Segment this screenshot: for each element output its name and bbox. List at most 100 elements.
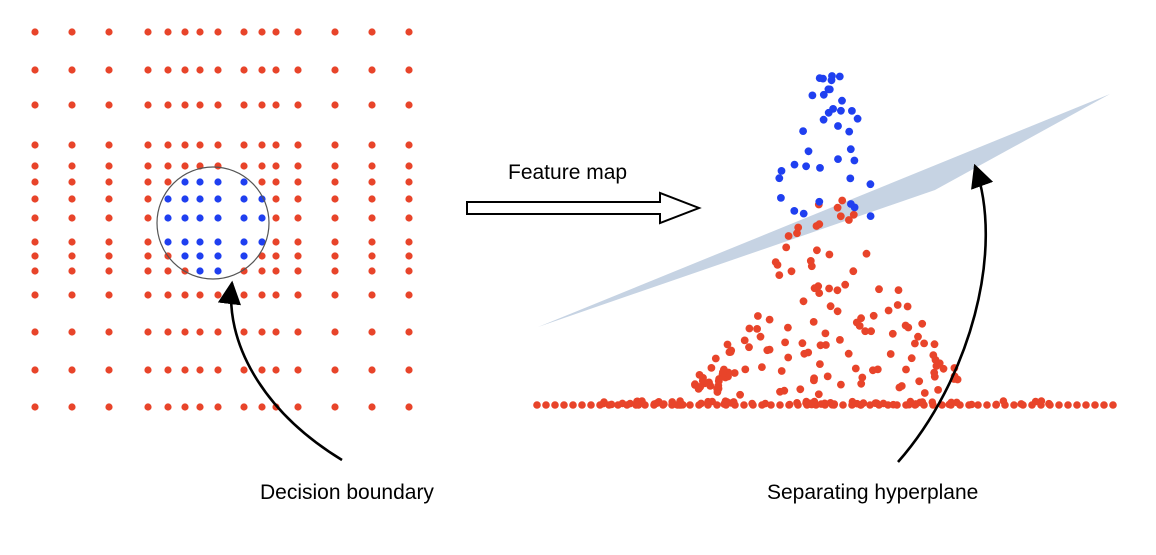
inner-class-point [258,238,266,246]
outer-class-point [741,365,750,374]
outer-class-point [105,267,113,275]
outer-class-point [828,401,836,409]
outer-class-point [992,400,1001,409]
inner-class-point [775,174,784,183]
outer-class-point [999,397,1008,405]
outer-class-point [331,101,339,109]
outer-class-point [939,364,948,373]
outer-class-point [368,178,376,186]
outer-class-point [405,178,413,186]
outer-class-point [68,267,76,275]
outer-class-point [331,291,339,299]
outer-class-point [68,366,76,374]
outer-class-point [196,403,204,411]
outer-class-point [368,328,376,336]
outer-class-point [1010,401,1018,409]
inner-class-point [214,252,222,260]
outer-class-point [893,301,902,309]
outer-class-point [1091,401,1099,409]
outer-class-point [68,214,76,222]
outer-class-point [814,390,823,399]
outer-class-point [331,366,339,374]
outer-class-point [833,203,842,212]
outer-class-point [821,329,830,338]
outer-class-point [68,195,76,203]
outer-class-point [272,28,280,36]
outer-class-point [673,401,682,409]
outer-class-point [240,28,248,36]
outer-class-point [105,238,113,246]
inner-class-point [240,252,248,260]
outer-class-point [1031,397,1040,406]
outer-class-point [68,252,76,260]
outer-class-point [815,289,824,297]
feature-space-panel [533,72,1117,409]
outer-class-point [1037,397,1046,405]
inner-class-point [181,178,189,186]
outer-class-point [368,291,376,299]
outer-class-point [560,401,568,409]
outer-class-point [861,327,870,336]
outer-class-point [331,214,339,222]
inner-class-point [846,174,855,183]
outer-class-point [258,178,266,186]
outer-class-point [105,162,113,170]
inner-class-point [181,195,189,203]
inner-class-point [799,127,807,135]
outer-class-point [294,178,302,186]
outer-class-point [368,141,376,149]
outer-class-point [331,195,339,203]
inner-class-point [164,214,172,222]
outer-class-point [820,399,829,408]
outer-class-point [294,328,302,336]
outer-class-point [837,380,845,389]
inner-class-point [196,252,204,260]
outer-class-point [144,28,152,36]
outer-class-point [533,401,541,409]
outer-class-point [784,323,792,332]
outer-class-point [272,178,280,186]
outer-class-point [181,366,189,374]
outer-class-point [31,162,39,170]
outer-class-point [240,366,248,374]
outer-class-point [31,267,39,275]
outer-class-point [368,162,376,170]
outer-class-point [825,284,833,293]
outer-class-point [294,214,302,222]
outer-class-point [697,399,705,408]
outer-class-point [368,267,376,275]
hyperplane-pointer-arrow-icon [897,163,994,463]
inner-class-point [240,238,248,246]
outer-class-point [196,28,204,36]
outer-class-point [405,195,413,203]
inner-class-point [777,167,786,175]
inner-class-point [164,238,172,246]
outer-class-point [775,271,784,279]
outer-class-point [918,398,927,406]
outer-class-point [634,401,643,409]
outer-class-point [240,101,248,109]
inner-class-point [240,178,248,186]
outer-class-point [196,328,204,336]
separating-hyperplane-plane [538,94,1110,327]
outer-class-point [836,212,845,221]
outer-class-point [405,66,413,74]
inner-class-point [214,267,222,275]
outer-class-point [952,398,961,407]
feature-map-label: Feature map [508,161,627,184]
outer-class-point [911,339,919,348]
outer-class-point [240,403,248,411]
outer-class-point [31,291,39,299]
outer-class-point [144,66,152,74]
outer-class-point [164,366,172,374]
outer-class-point [196,101,204,109]
outer-class-point [793,229,801,238]
outer-class-point [920,389,929,397]
outer-class-point [68,403,76,411]
inner-class-point [214,214,222,222]
outer-class-point [974,401,982,409]
outer-class-point [105,28,113,36]
outer-class-point [907,354,916,363]
outer-class-point [272,328,280,336]
outer-class-point [68,162,76,170]
